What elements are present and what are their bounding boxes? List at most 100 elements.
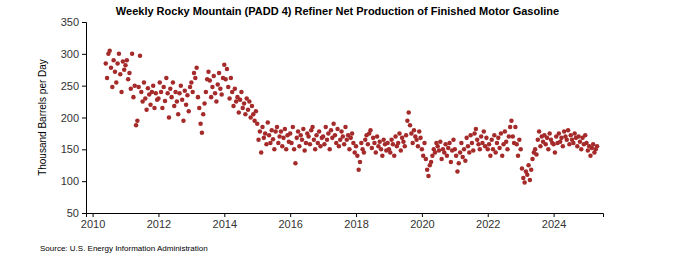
- data-point: [511, 134, 516, 139]
- data-point: [362, 150, 367, 155]
- data-point: [466, 144, 471, 149]
- data-point: [356, 167, 361, 172]
- x-tick-label: 2024: [542, 218, 566, 230]
- data-point: [294, 136, 299, 141]
- data-point: [194, 66, 199, 71]
- y-tick-label: 50: [67, 207, 79, 219]
- data-point: [210, 85, 215, 90]
- x-tick-label: 2018: [344, 218, 368, 230]
- x-tick: 2020: [410, 213, 434, 230]
- data-point: [566, 128, 571, 133]
- data-point: [559, 136, 564, 141]
- data-point: [113, 69, 118, 74]
- data-point: [105, 76, 110, 81]
- data-point: [189, 80, 194, 85]
- data-point: [565, 138, 570, 143]
- data-point: [271, 137, 276, 142]
- data-point: [159, 90, 164, 95]
- data-point: [517, 138, 522, 143]
- data-point: [148, 103, 153, 108]
- data-point: [454, 153, 459, 158]
- data-point: [508, 125, 513, 130]
- data-point: [292, 147, 297, 152]
- data-point: [131, 95, 136, 100]
- data-point: [127, 71, 132, 76]
- data-point: [172, 104, 177, 109]
- x-tick: 2014: [213, 213, 237, 230]
- data-point: [146, 86, 151, 91]
- x-tick-mark: [356, 213, 357, 217]
- y-tick: 350: [61, 16, 86, 28]
- data-point: [331, 122, 336, 127]
- data-point: [214, 99, 219, 104]
- data-point: [280, 144, 285, 149]
- data-point: [177, 91, 182, 96]
- data-point: [276, 141, 281, 146]
- data-point: [478, 147, 483, 152]
- data-point: [107, 48, 112, 53]
- y-tick-mark: [82, 181, 86, 182]
- data-point: [110, 85, 115, 90]
- data-point: [438, 139, 443, 144]
- data-point: [449, 160, 454, 165]
- data-point: [288, 131, 293, 136]
- data-point: [321, 134, 326, 139]
- data-point: [310, 125, 315, 130]
- data-point: [314, 133, 319, 138]
- data-point: [306, 134, 311, 139]
- data-point: [337, 144, 342, 149]
- data-point: [530, 157, 535, 162]
- data-point: [414, 138, 419, 143]
- data-point: [392, 153, 397, 158]
- data-point: [455, 169, 460, 174]
- y-tick-mark: [82, 22, 86, 23]
- data-point: [259, 150, 264, 155]
- data-point: [223, 77, 228, 82]
- data-point: [193, 76, 198, 81]
- data-point: [538, 144, 543, 149]
- data-point: [484, 136, 489, 141]
- data-point: [471, 148, 476, 153]
- data-point: [496, 136, 501, 141]
- data-point: [363, 138, 368, 143]
- data-point: [493, 150, 498, 155]
- data-point: [355, 153, 360, 158]
- data-point: [329, 128, 334, 133]
- data-point: [429, 160, 434, 165]
- y-tick: 100: [61, 175, 86, 187]
- data-point: [446, 146, 451, 151]
- data-point: [204, 90, 209, 95]
- data-point: [595, 144, 600, 149]
- data-point: [403, 144, 408, 149]
- data-point: [460, 155, 465, 160]
- data-point: [518, 147, 523, 152]
- data-point: [289, 141, 294, 146]
- data-point: [551, 142, 556, 147]
- data-point: [507, 134, 512, 139]
- data-point: [396, 141, 401, 146]
- data-point: [240, 106, 245, 111]
- data-point: [298, 133, 303, 138]
- y-tick-label: 150: [61, 143, 79, 155]
- x-tick: 2024: [542, 213, 566, 230]
- data-point: [209, 95, 214, 100]
- data-point: [284, 147, 289, 152]
- data-point: [156, 96, 161, 101]
- data-point: [354, 144, 359, 149]
- data-point: [417, 129, 422, 134]
- data-point: [379, 147, 384, 152]
- data-point: [208, 78, 213, 83]
- data-point: [184, 103, 189, 108]
- x-tick: 2016: [278, 213, 302, 230]
- data-point: [217, 71, 222, 76]
- y-tick-mark: [82, 149, 86, 150]
- y-tick-label: 300: [61, 48, 79, 60]
- data-point: [186, 109, 191, 114]
- data-point: [158, 80, 163, 85]
- data-point: [167, 115, 172, 120]
- data-point: [371, 136, 376, 141]
- data-point: [468, 133, 473, 138]
- data-point: [443, 142, 448, 147]
- data-point: [277, 134, 282, 139]
- y-tick-mark: [82, 86, 86, 87]
